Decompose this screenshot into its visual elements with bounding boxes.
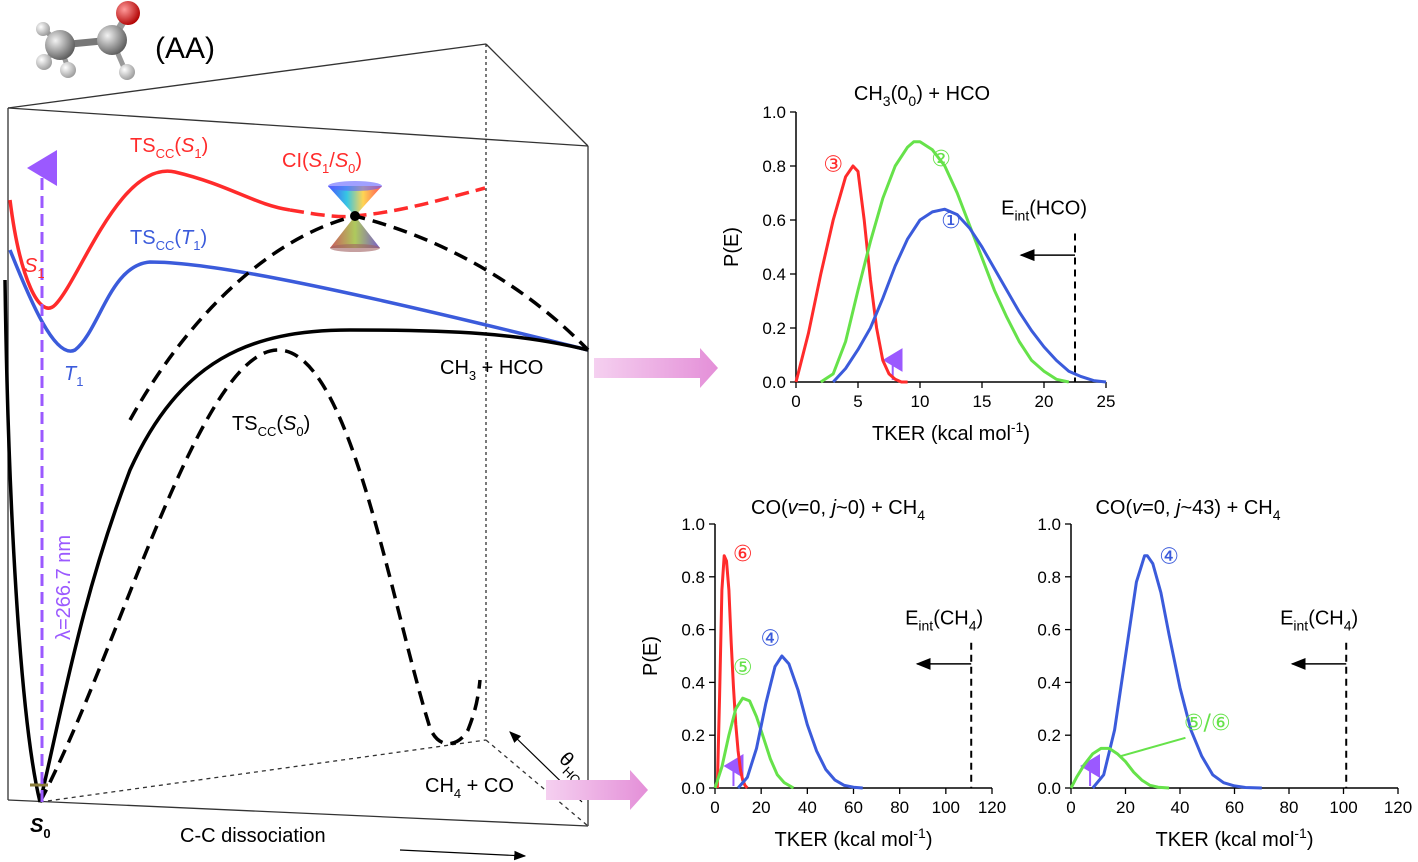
series-line <box>715 554 749 789</box>
y-tick-label: 1.0 <box>762 103 786 122</box>
s1-curve <box>8 169 291 310</box>
series-label: ④ <box>761 626 781 651</box>
y-tick-label: 0.6 <box>681 621 705 640</box>
transfer-arrow-bottom <box>546 770 648 810</box>
ch3-hco-label: CH3 + HCO <box>440 357 543 383</box>
chart-title: CO(v=0, j~0) + CH4 <box>751 497 925 523</box>
y-tick-label: 0.0 <box>1037 779 1061 798</box>
ts-t1-label: TSCC(T1) <box>130 227 207 253</box>
x-axis-label: TKER (kcal mol-1) <box>872 419 1030 445</box>
x-tick-label: 0 <box>1066 798 1075 817</box>
series-label: ① <box>941 209 961 234</box>
y-tick-label: 0.2 <box>762 319 786 338</box>
y-axis-label: P(E) <box>721 227 743 267</box>
y-tick-label: 0.2 <box>681 726 705 745</box>
y-tick-label: 0.0 <box>681 779 705 798</box>
y-tick-label: 0.4 <box>681 673 705 692</box>
pointer-arrow <box>1119 736 1186 758</box>
y-tick-label: 1.0 <box>681 515 705 534</box>
x-tick-label: 5 <box>853 392 862 411</box>
x-tick-label: 40 <box>798 798 817 817</box>
series-label: ② <box>931 147 951 172</box>
series-label: ⑤ <box>733 655 753 680</box>
series-line <box>713 696 795 790</box>
ch4-co-label: CH4 + CO <box>425 775 514 801</box>
chart-co-j0: 0 20 40 60 80 100 120 0.0 0.2 0.4 0.6 0.8 1.0 CO(v=0,… <box>640 497 1006 851</box>
transfer-arrow-top <box>594 348 718 388</box>
y-tick-label: 0.4 <box>762 265 786 284</box>
x-tick-label: 20 <box>1116 798 1135 817</box>
x-tick-label: 15 <box>973 392 992 411</box>
s0-curve <box>3 279 589 803</box>
x-axis-label: TKER (kcal mol-1) <box>1155 825 1313 851</box>
x-tick-label: 100 <box>932 798 960 817</box>
y-tick-label: 0.8 <box>1037 568 1061 587</box>
series-line <box>1069 746 1170 790</box>
molecule-label: (AA) <box>155 32 215 65</box>
prism-frame <box>7 43 589 827</box>
x-tick-label: 100 <box>1329 798 1357 817</box>
s0-label: S0 <box>30 815 51 841</box>
ci-cone-icon <box>328 181 382 252</box>
y-tick-label: 0.4 <box>1037 673 1061 692</box>
x-tick-label: 120 <box>1384 798 1412 817</box>
series-line <box>819 140 1070 384</box>
x-tick-label: 25 <box>1097 392 1116 411</box>
x-tick-label: 0 <box>710 798 719 817</box>
y-tick-label: 1.0 <box>1037 515 1061 534</box>
s1-curve-dashed <box>289 186 486 219</box>
chart-title: CH3(00) + HCO <box>854 83 990 109</box>
y-tick-label: 0.2 <box>1037 726 1061 745</box>
eint-label: Eint(CH4) <box>905 607 983 633</box>
y-tick-label: 0.6 <box>762 211 786 230</box>
ts-s1-label: TSCC(S1) <box>130 135 208 161</box>
acetaldehyde-molecule <box>36 1 140 80</box>
series-label: ③ <box>823 152 843 177</box>
x-tick-label: 80 <box>890 798 909 817</box>
y-tick-label: 0.0 <box>762 373 786 392</box>
y-tick-label: 0.8 <box>681 568 705 587</box>
cc-dissociation-arrow <box>399 849 527 861</box>
x-tick-label: 60 <box>1225 798 1244 817</box>
eint-label: Eint(CH4) <box>1280 607 1358 633</box>
x-tick-label: 20 <box>752 798 771 817</box>
t1-curve <box>8 249 589 353</box>
ts-s0-label: TSCC(S0) <box>232 413 310 439</box>
t1-label: T1 <box>64 363 83 389</box>
chart-co-j43: 0 20 40 60 80 100 120 0.0 0.2 0.4 0.6 0.8 1.0 CO(v=0,… <box>1037 497 1412 851</box>
series-line <box>832 207 1107 384</box>
x-tick-label: 0 <box>791 392 800 411</box>
x-tick-label: 80 <box>1280 798 1299 817</box>
series-label: ④ <box>1159 545 1179 570</box>
series-line <box>1091 554 1262 790</box>
s1-label: S1 <box>24 255 45 281</box>
series-label: ⑥ <box>733 542 753 567</box>
chart-ch3-hco: 0 5 10 15 20 25 0.0 0.2 0.4 0.6 0.8 1.0 CH3(00) + HC… <box>721 83 1115 445</box>
x-tick-label: 20 <box>1035 392 1054 411</box>
y-tick-label: 0.8 <box>762 157 786 176</box>
series-line <box>736 654 863 790</box>
ci-label: CI(S1/S0) <box>282 150 362 176</box>
wavelength-label: λ=266.7 nm <box>53 535 75 640</box>
x-axis-label: TKER (kcal mol-1) <box>774 825 932 851</box>
series-label: ⑤/⑥ <box>1184 711 1231 736</box>
potential-energy-schematic: (AA) <box>3 1 718 861</box>
y-tick-label: 0.6 <box>1037 621 1061 640</box>
ts-s0-dashed-curve <box>38 348 482 803</box>
x-tick-label: 40 <box>1171 798 1190 817</box>
y-axis-label: P(E) <box>640 636 662 676</box>
series-line <box>794 164 908 384</box>
eint-label: Eint(HCO) <box>1001 198 1087 224</box>
x-tick-label: 60 <box>844 798 863 817</box>
cc-dissociation-label: C-C dissociation <box>180 825 326 847</box>
chart-title: CO(v=0, j~43) + CH4 <box>1095 497 1280 523</box>
x-tick-label: 120 <box>978 798 1006 817</box>
x-tick-label: 10 <box>911 392 930 411</box>
